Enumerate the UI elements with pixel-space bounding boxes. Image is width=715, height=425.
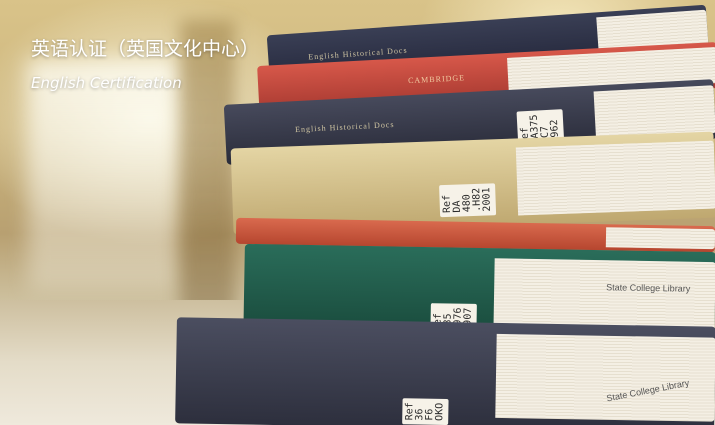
image-caption: 英语认证（英国文化中心） English Certification [31,37,259,93]
book-7-call-number-label: Ref 36 F6 OKO [402,398,449,425]
background-window-light [28,60,178,290]
book-6-library-stamp: State College Library [606,282,691,294]
caption-title-chinese: 英语认证（英国文化中心） [31,38,260,60]
book-bottom-slate: Ref 36 F6 OKO State College Library [175,317,715,425]
background-pillar [180,20,235,320]
caption-title-english: English Certification [31,74,182,92]
book-4-call-number-label: Ref DA 480 .H82 2001 [439,183,497,218]
